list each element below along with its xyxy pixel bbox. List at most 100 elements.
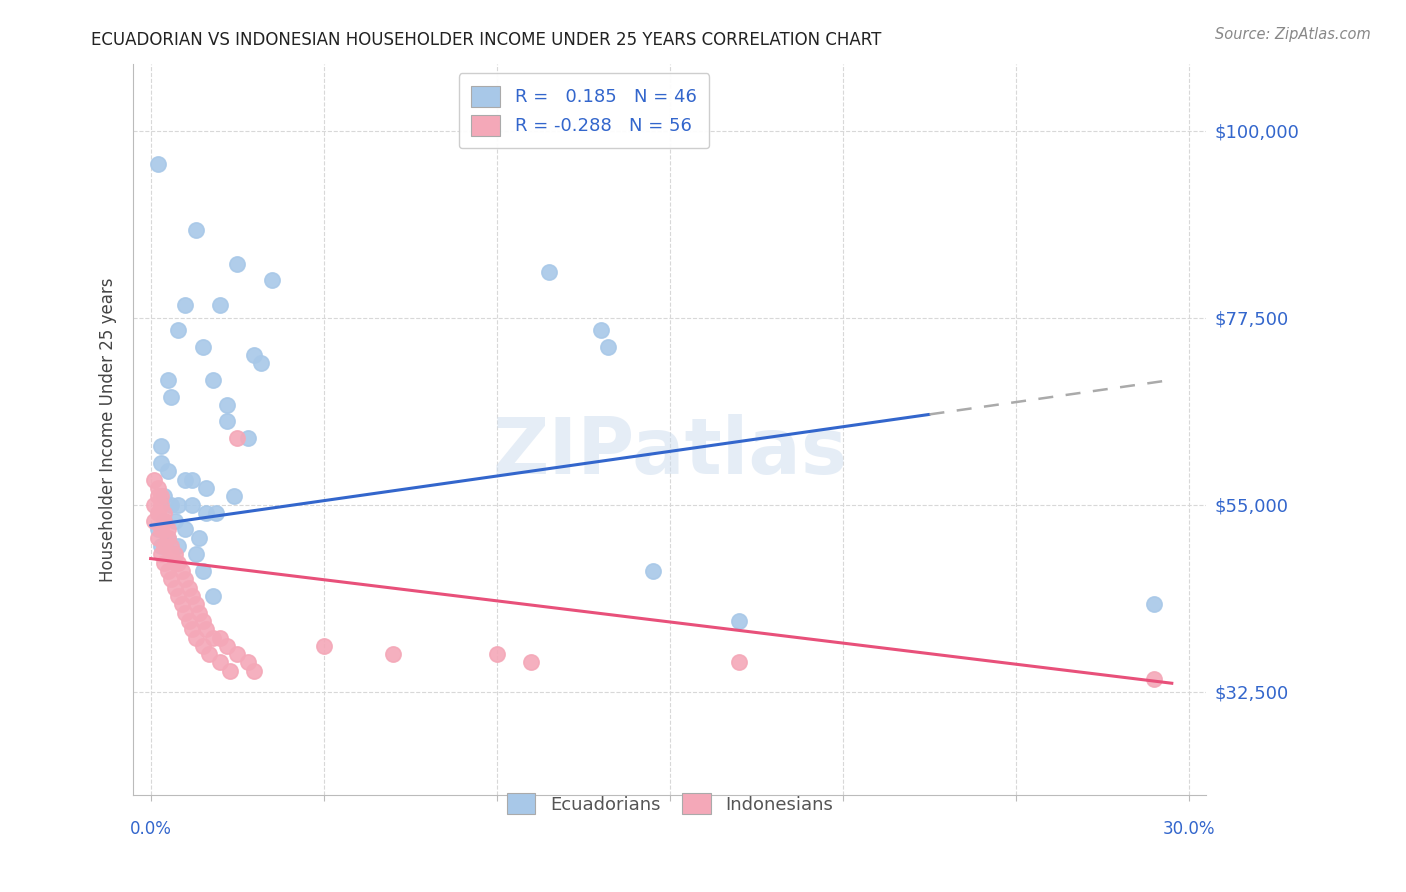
Point <box>150 489 173 503</box>
Point <box>381 647 404 661</box>
Point <box>215 639 238 653</box>
Point <box>312 639 335 653</box>
Point <box>163 556 186 570</box>
Point <box>181 498 204 512</box>
Point <box>184 597 207 611</box>
Point <box>163 581 186 595</box>
Point <box>181 473 204 487</box>
Point <box>146 506 169 520</box>
Point <box>201 589 224 603</box>
Point <box>201 373 224 387</box>
Point <box>243 664 266 678</box>
Point <box>167 539 190 553</box>
Point <box>205 506 228 520</box>
Point <box>160 390 183 404</box>
Point <box>150 456 173 470</box>
Point <box>150 539 173 553</box>
Point <box>170 564 193 578</box>
Point <box>184 631 207 645</box>
Point <box>201 631 224 645</box>
Point <box>153 514 176 528</box>
Point <box>156 531 179 545</box>
Point <box>174 298 197 312</box>
Point <box>260 273 283 287</box>
Point <box>222 489 245 503</box>
Point <box>177 581 200 595</box>
Point <box>160 498 183 512</box>
Point <box>226 647 249 661</box>
Point <box>184 223 207 237</box>
Point <box>243 348 266 362</box>
Point <box>641 564 664 578</box>
Point <box>589 323 612 337</box>
Point <box>160 539 183 553</box>
Point <box>191 340 214 354</box>
Text: ECUADORIAN VS INDONESIAN HOUSEHOLDER INCOME UNDER 25 YEARS CORRELATION CHART: ECUADORIAN VS INDONESIAN HOUSEHOLDER INC… <box>91 31 882 49</box>
Point <box>215 414 238 428</box>
Point <box>177 614 200 628</box>
Point <box>188 531 211 545</box>
Point <box>156 523 179 537</box>
Point <box>156 373 179 387</box>
Legend: Ecuadorians, Indonesians: Ecuadorians, Indonesians <box>494 780 846 827</box>
Point <box>160 548 183 562</box>
Point <box>167 589 190 603</box>
Point <box>150 548 173 562</box>
Point <box>198 647 221 661</box>
Point <box>163 514 186 528</box>
Point <box>153 556 176 570</box>
Point <box>1143 672 1166 686</box>
Point <box>191 614 214 628</box>
Point <box>195 481 218 495</box>
Point <box>146 481 169 495</box>
Text: ZIPatlas: ZIPatlas <box>492 414 848 490</box>
Point <box>167 556 190 570</box>
Point <box>208 298 231 312</box>
Point <box>146 523 169 537</box>
Point <box>170 597 193 611</box>
Text: 30.0%: 30.0% <box>1163 821 1215 838</box>
Point <box>226 256 249 270</box>
Text: 0.0%: 0.0% <box>129 821 172 838</box>
Point <box>146 489 169 503</box>
Point <box>153 539 176 553</box>
Point <box>167 323 190 337</box>
Text: Source: ZipAtlas.com: Source: ZipAtlas.com <box>1215 27 1371 42</box>
Point <box>485 647 508 661</box>
Point <box>143 473 166 487</box>
Point <box>160 572 183 586</box>
Point <box>226 431 249 445</box>
Point <box>236 656 259 670</box>
Point <box>195 622 218 636</box>
Point <box>153 514 176 528</box>
Point <box>215 398 238 412</box>
Point <box>174 473 197 487</box>
Point <box>191 564 214 578</box>
Point <box>174 572 197 586</box>
Point <box>163 548 186 562</box>
Point <box>181 589 204 603</box>
Point <box>167 498 190 512</box>
Point <box>174 523 197 537</box>
Point <box>174 606 197 620</box>
Point <box>208 656 231 670</box>
Point <box>250 356 273 370</box>
Point <box>156 564 179 578</box>
Point <box>236 431 259 445</box>
Point <box>596 340 619 354</box>
Point <box>150 498 173 512</box>
Point <box>1143 597 1166 611</box>
Point <box>153 506 176 520</box>
Point <box>156 531 179 545</box>
Y-axis label: Householder Income Under 25 years: Householder Income Under 25 years <box>100 277 117 582</box>
Point <box>156 464 179 478</box>
Point <box>219 664 242 678</box>
Point <box>191 639 214 653</box>
Point <box>146 157 169 171</box>
Point <box>520 656 543 670</box>
Point <box>208 631 231 645</box>
Point <box>153 489 176 503</box>
Point <box>181 622 204 636</box>
Point <box>728 614 751 628</box>
Point <box>146 531 169 545</box>
